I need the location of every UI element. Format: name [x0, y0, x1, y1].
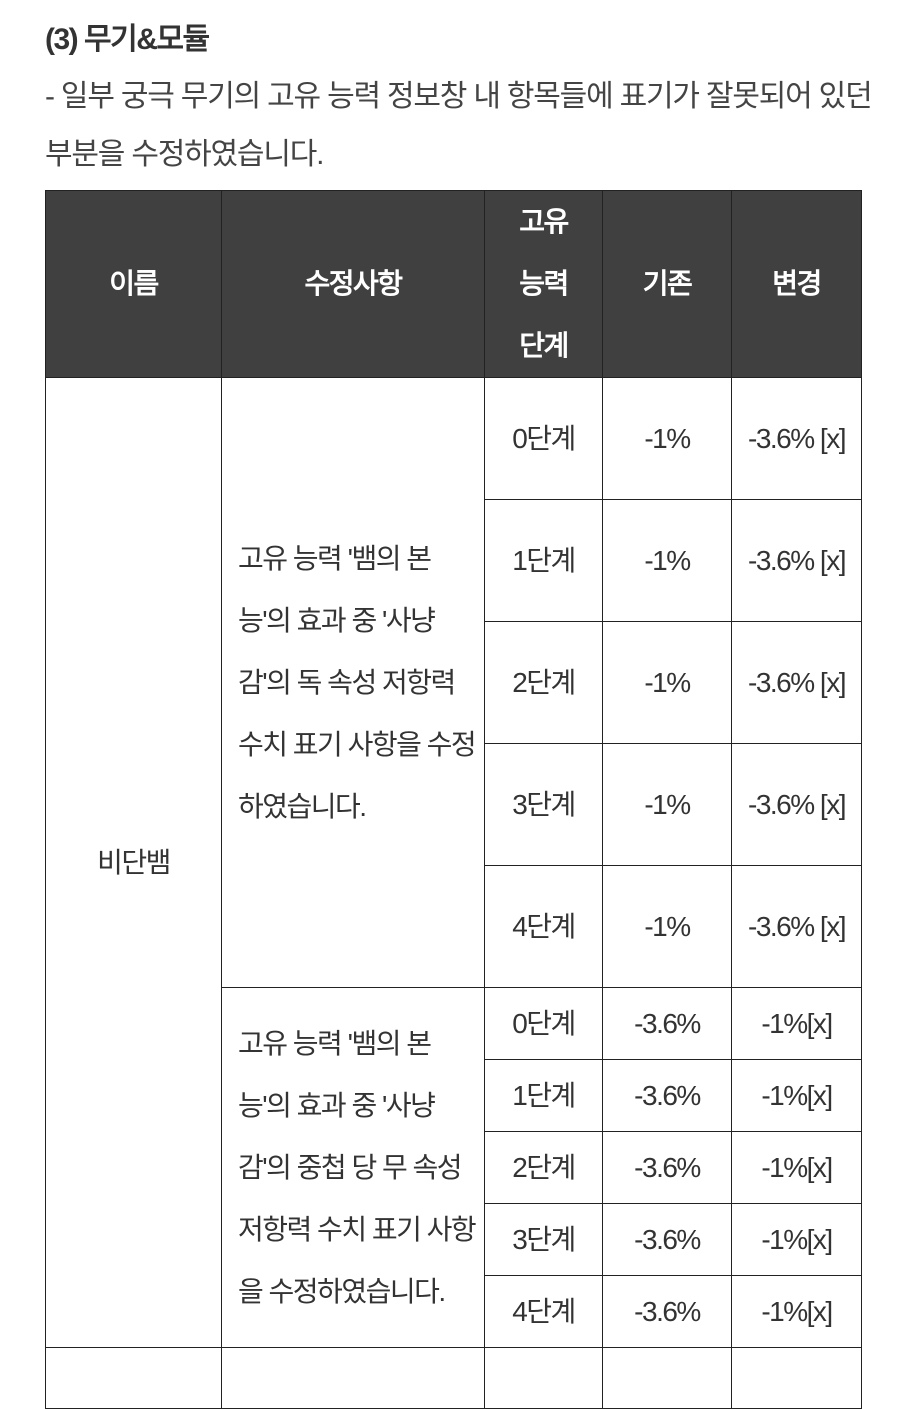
after-value: -1%[x] [731, 1275, 862, 1348]
after-value: -3.6% [x] [731, 743, 862, 866]
empty-cell [221, 1347, 485, 1409]
after-value: -3.6% [x] [731, 377, 862, 500]
after-value: -3.6% [x] [731, 499, 862, 622]
weapon-name: 비단뱀 [45, 377, 222, 1348]
before-value: -1% [602, 743, 732, 866]
change-description: 고유 능력 '뱀의 본능'의 효과 중 '사냥감'의 독 속성 저항력 수치 표… [221, 377, 485, 988]
table-row: 4단계 -3.6% -1%[x] [46, 1275, 862, 1348]
before-value: -3.6% [602, 1059, 732, 1132]
table-row: 4단계 -1% -3.6% [x] [46, 865, 862, 988]
after-value: -1%[x] [731, 1203, 862, 1276]
table-row: 1단계 -3.6% -1%[x] [46, 1059, 862, 1132]
before-value: -1% [602, 621, 732, 744]
section-description: - 일부 궁극 무기의 고유 능력 정보창 내 항목들에 표기가 잘못되어 있던… [45, 80, 873, 171]
after-value: -1%[x] [731, 1059, 862, 1132]
before-value: -3.6% [602, 1131, 732, 1204]
table-header-row: 이름 수정사항 고유 능력 단계 기존 변경 [45, 190, 862, 378]
table-row: 비단뱀 고유 능력 '뱀의 본능'의 효과 중 '사냥감'의 독 속성 저항력 수… [45, 377, 862, 1348]
before-value: -3.6% [602, 1203, 732, 1276]
change-description: 고유 능력 '뱀의 본능'의 효과 중 '사냥감'의 중첩 당 무 속성 저항력… [221, 987, 485, 1348]
table-row: 고유 능력 '뱀의 본능'의 효과 중 '사냥감'의 중첩 당 무 속성 저항력… [46, 987, 862, 1348]
stage-cell: 3단계 [484, 743, 603, 866]
before-value: -1% [602, 377, 732, 500]
stage-cell: 4단계 [484, 1275, 603, 1348]
header-change: 수정사항 [221, 190, 485, 378]
stage-cell: 0단계 [484, 987, 603, 1060]
after-value: -1%[x] [731, 987, 862, 1060]
table-row: 1단계 -1% -3.6% [x] [46, 499, 862, 622]
header-name: 이름 [45, 190, 222, 378]
table-row: 2단계 -3.6% -1%[x] [46, 1131, 862, 1204]
after-value: -3.6% [x] [731, 865, 862, 988]
before-value: -3.6% [602, 1275, 732, 1348]
before-value: -1% [602, 865, 732, 988]
weapon-change-table: 이름 수정사항 고유 능력 단계 기존 변경 비단뱀 고유 능력 '뱀의 본능'의… [45, 190, 862, 1409]
header-before: 기존 [602, 190, 732, 378]
section-title: (3) 무기&모듈 [45, 23, 210, 56]
table-row: 3단계 -3.6% -1%[x] [46, 1203, 862, 1276]
stage-cell: 3단계 [484, 1203, 603, 1276]
before-value: -3.6% [602, 987, 732, 1060]
stage-cell: 1단계 [484, 1059, 603, 1132]
after-value: -3.6% [x] [731, 621, 862, 744]
stage-cell: 2단계 [484, 1131, 603, 1204]
header-after: 변경 [731, 190, 862, 378]
before-value: -1% [602, 499, 732, 622]
after-value: -1%[x] [731, 1131, 862, 1204]
empty-cell [602, 1347, 732, 1409]
empty-cell [731, 1347, 862, 1409]
table-row: 3단계 -1% -3.6% [x] [46, 743, 862, 866]
stage-cell: 1단계 [484, 499, 603, 622]
header-stage: 고유 능력 단계 [484, 190, 603, 378]
stage-cell: 2단계 [484, 621, 603, 744]
stage-cell: 4단계 [484, 865, 603, 988]
empty-cell [484, 1347, 603, 1409]
empty-cell [45, 1347, 222, 1409]
stage-cell: 0단계 [484, 377, 603, 500]
table-row [45, 1347, 862, 1409]
